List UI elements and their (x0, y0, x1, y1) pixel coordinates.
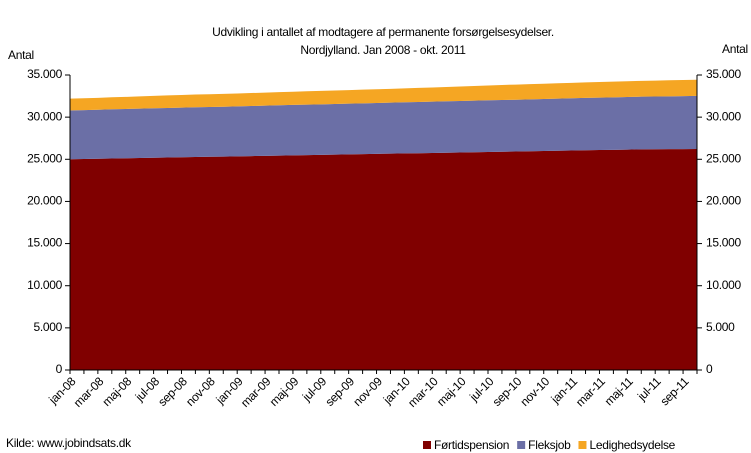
area (70, 149, 697, 370)
chart-title: Udvikling i antallet af modtagere af per… (212, 25, 554, 39)
y2-tick-label: 20.000 (706, 194, 742, 208)
y2-tick-label: 10.000 (706, 278, 742, 292)
y-axis-label: Antal (8, 48, 34, 62)
legend-label: Ledighedsydelse (589, 438, 675, 452)
legend-swatch (423, 441, 431, 449)
legend-swatch (517, 441, 526, 449)
source: Kilde: www.jobindsats.dk (6, 436, 132, 450)
area (70, 95, 697, 160)
y-tick-label: 10.000 (27, 278, 63, 292)
y2-tick-label: 0 (706, 362, 713, 376)
area (70, 79, 697, 111)
y-tick-label: 0 (56, 362, 63, 376)
y-tick-label: 15.000 (27, 236, 63, 250)
y-tick-label: 5.000 (33, 320, 62, 334)
y2-tick-label: 25.000 (706, 151, 742, 165)
y2-tick-label: 35.000 (706, 67, 742, 81)
y2-tick-label: 15.000 (706, 236, 742, 250)
y2-tick-label: 30.000 (706, 109, 742, 123)
y2-axis-label: Antal (722, 42, 748, 56)
y-tick-label: 35.000 (27, 67, 63, 81)
chart-subtitle: Nordjylland. Jan 2008 - okt. 2011 (300, 43, 466, 57)
legend-label: Førtidspension (434, 438, 509, 452)
y-tick-label: 20.000 (27, 194, 63, 208)
legend-label: Fleksjob (528, 438, 571, 452)
y2-tick-label: 5.000 (706, 320, 735, 334)
y-tick-label: 30.000 (27, 109, 63, 123)
legend-swatch (578, 441, 587, 449)
y-tick-label: 25.000 (27, 151, 63, 165)
